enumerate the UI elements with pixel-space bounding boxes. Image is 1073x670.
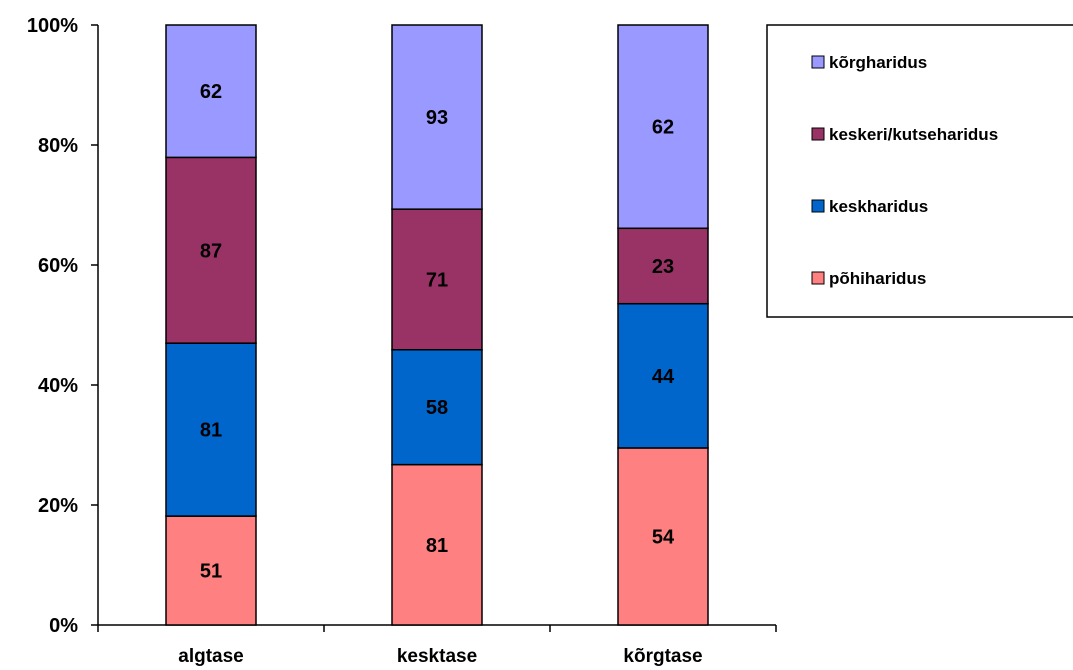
- bar-value-label: 44: [652, 366, 675, 388]
- category-label: kõrgtase: [623, 646, 702, 667]
- legend-swatch: [811, 271, 825, 285]
- y-tick-label: 20%: [38, 495, 78, 517]
- bar-value-label: 62: [652, 117, 674, 139]
- category-label: algtase: [178, 646, 243, 667]
- legend: kõrgharidus keskeri/kutseharidus keskharid…: [766, 24, 1073, 318]
- bar-segment: [617, 302, 709, 449]
- bar-value-label: 87: [200, 240, 222, 262]
- legend-label: keskharidus: [829, 197, 928, 216]
- y-tick-label: 0%: [49, 615, 78, 637]
- x-axis: algtase kesktase kõrgtase: [97, 624, 777, 667]
- bar-segment: [617, 227, 709, 305]
- bar-value-label: 81: [426, 535, 448, 557]
- legend-swatch: [811, 199, 825, 213]
- bar-value-label: 51: [200, 561, 222, 583]
- bar-value-label: 23: [652, 256, 674, 278]
- y-tick-label: 60%: [38, 255, 78, 277]
- bar-segment: [165, 24, 257, 159]
- legend-label: keskeri/kutseharidus: [829, 125, 998, 144]
- bar-value-label: 62: [200, 81, 222, 103]
- bar-segment: [391, 208, 483, 351]
- legend-label: kõrgharidus: [829, 53, 927, 72]
- bar-value-label: 58: [426, 397, 448, 419]
- y-tick-label: 100%: [27, 15, 78, 37]
- bar-segment: [391, 463, 483, 626]
- bar-segment: [617, 24, 709, 230]
- legend-swatch: [811, 127, 825, 141]
- bar-value-label: 54: [652, 526, 675, 548]
- bar-value-label: 71: [426, 269, 448, 291]
- category-label: kesktase: [397, 646, 477, 667]
- bar-value-label: 93: [426, 107, 448, 129]
- legend-swatch: [811, 55, 825, 69]
- bars: 51 81 87 62 81 58 71 93 54 44 23 62: [165, 24, 709, 626]
- legend-box: [766, 24, 1073, 318]
- legend-label: põhiharidus: [829, 269, 926, 288]
- y-axis: 0% 20% 40% 60% 80% 100%: [27, 15, 99, 637]
- bar-segment: [165, 515, 257, 626]
- y-tick-label: 80%: [38, 135, 78, 157]
- bar-segment: [391, 24, 483, 210]
- bar-segment: [391, 349, 483, 466]
- bar-value-label: 81: [200, 420, 222, 442]
- y-tick-label: 40%: [38, 375, 78, 397]
